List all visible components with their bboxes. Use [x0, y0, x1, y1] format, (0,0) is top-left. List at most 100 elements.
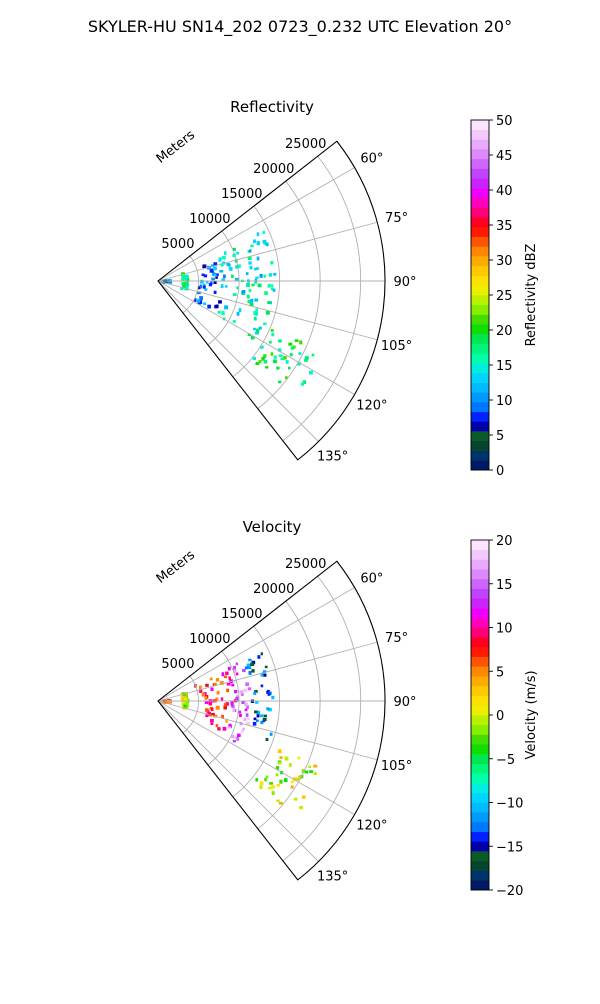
colorbar-tick-label: 0 [496, 464, 504, 479]
echo-gate [228, 267, 233, 271]
velocity-colorbar-label: Velocity (m/s) [524, 670, 539, 759]
azimuth-tick-label: 60° [360, 572, 383, 587]
echo-gate [237, 733, 241, 737]
echo-gate [265, 737, 269, 742]
colorbar-tick-label: 5 [496, 429, 504, 444]
echo-gate [213, 281, 217, 285]
echo-gate [267, 301, 271, 305]
echo-gate [257, 655, 261, 659]
echo-gate [183, 702, 186, 707]
range-ring [232, 625, 281, 798]
echo-gate [253, 327, 257, 331]
echo-gate [251, 283, 255, 287]
echo-gate [181, 274, 184, 278]
range-tick-label: 15000 [221, 607, 262, 622]
echo-gate [228, 723, 232, 727]
echo-gate [202, 283, 206, 288]
echo-gate [269, 782, 274, 785]
echo-gate [269, 732, 273, 736]
reflectivity-colorbar-label: Reflectivity dBZ [524, 244, 539, 347]
echo-gate [238, 308, 242, 313]
echo-gate [245, 713, 249, 717]
colorbar-swatch [471, 831, 489, 842]
echo-gate [253, 239, 256, 244]
echo-gate [250, 244, 254, 248]
echo-gate [244, 702, 248, 706]
azimuth-tick-label: 75° [385, 211, 408, 226]
echo-gate [256, 328, 260, 333]
echo-gate [199, 689, 203, 693]
echo-gate [261, 356, 265, 361]
colorbar-swatch [471, 851, 489, 862]
echo-gate [219, 269, 224, 273]
velocity-colorbar: −20 −15 −10 −5 0 5 10 15 20 [470, 534, 523, 899]
colorbar-swatch [471, 860, 489, 871]
echo-gate [215, 678, 220, 682]
echo-gate [246, 283, 251, 287]
echo-gate [245, 272, 249, 276]
echo-gate [203, 302, 207, 306]
echo-gate [271, 332, 275, 337]
echo-gate [241, 700, 246, 705]
echo-gate [264, 291, 268, 295]
echo-gate [248, 670, 252, 675]
echo-gate [258, 360, 262, 364]
colorbar-swatch [471, 880, 489, 891]
colorbar-swatch [471, 676, 489, 687]
echo-gate [245, 682, 250, 687]
echo-gate [233, 669, 237, 674]
echo-gate [263, 714, 267, 718]
colorbar-tick-label: 25 [496, 289, 513, 304]
echo-gate [199, 284, 203, 289]
reflectivity-range-labels: 5000 10000 15000 20000 25000 [161, 137, 326, 252]
echo-gate [236, 311, 240, 316]
echo-gate [254, 267, 257, 271]
echo-gate [247, 687, 252, 691]
echo-gate [242, 668, 246, 673]
echo-gate [221, 714, 225, 719]
echo-gate [297, 756, 301, 760]
echo-gate [215, 304, 219, 308]
echo-gate [241, 290, 246, 294]
echo-gate [273, 355, 277, 359]
colorbar-swatch [471, 666, 489, 677]
echo-gate [268, 273, 273, 277]
azimuth-tick-label: 120° [356, 399, 387, 414]
azimuth-tick-label: 75° [385, 631, 408, 646]
echo-gate [181, 278, 185, 282]
range-ring [282, 575, 362, 862]
echo-gate [200, 279, 204, 284]
azimuth-gridline [157, 221, 378, 282]
echo-gate [232, 293, 237, 297]
echo-gate [208, 702, 213, 706]
azimuth-gridline [157, 280, 378, 341]
echo-gate [277, 749, 282, 754]
echo-gate [203, 274, 208, 278]
colorbar-swatch [471, 569, 489, 580]
echo-gate [263, 359, 268, 364]
colorbar-tick-label: 15 [496, 578, 513, 593]
echo-gate [205, 280, 209, 284]
range-ring [207, 650, 240, 766]
echo-gate [228, 676, 231, 681]
colorbar-tick-label: 20 [496, 324, 513, 339]
colorbar-swatch [471, 217, 489, 228]
echo-gate [230, 703, 234, 707]
echo-gate [204, 700, 209, 704]
colorbar-swatch [471, 314, 489, 325]
echo-gate [212, 683, 216, 686]
colorbar-swatch [471, 421, 489, 432]
colorbar-swatch [471, 275, 489, 286]
echo-gate [235, 696, 239, 701]
colorbar-swatch [471, 460, 489, 471]
reflectivity-title: Reflectivity [230, 98, 314, 116]
echo-gate [250, 662, 255, 667]
echo-gate [255, 312, 259, 316]
echo-gate [218, 300, 222, 304]
echo-gate [246, 294, 250, 299]
velocity-azimuth-labels: 60° 75° 90° 105° 120° 135° [317, 572, 417, 885]
range-tick-label: 15000 [221, 187, 262, 202]
echo-gate [278, 354, 283, 357]
echo-gate [202, 285, 206, 289]
colorbar-swatch [471, 450, 489, 461]
